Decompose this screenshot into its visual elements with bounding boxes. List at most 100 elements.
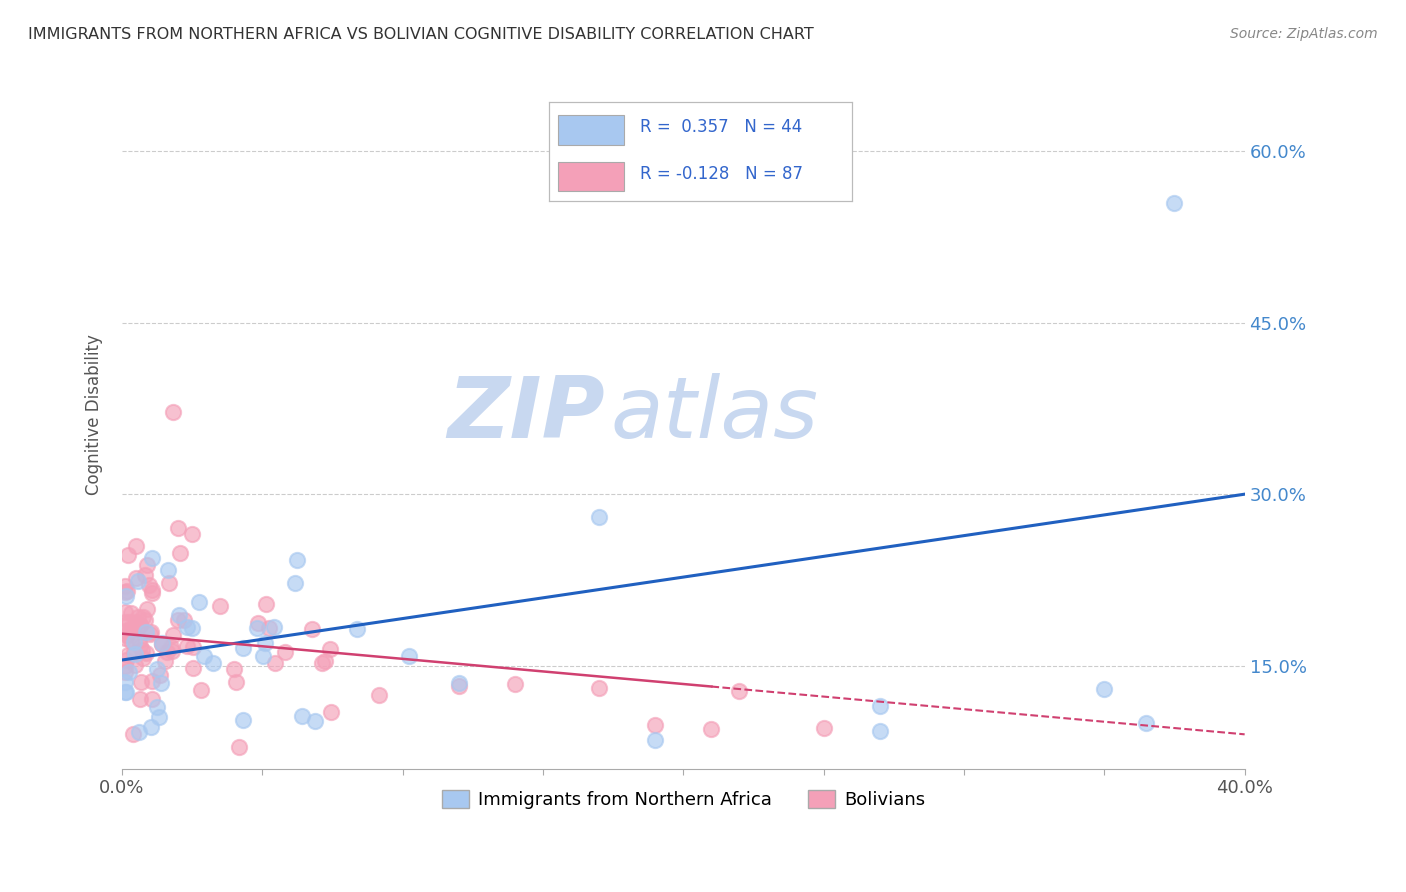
Point [503,676,526,690]
Point [149,668,172,682]
Point [1163,195,1185,210]
Point [128,632,150,647]
Point [283,575,305,590]
Point [114,665,136,679]
Point [222,663,245,677]
Point [169,545,191,559]
Point [118,665,141,680]
Point [319,705,342,719]
Point [122,727,145,741]
Point [232,714,254,728]
Point [128,724,150,739]
Point [114,579,136,593]
Point [263,620,285,634]
Point [254,636,277,650]
Point [124,645,146,659]
Point [588,681,610,695]
Point [167,521,190,535]
Point [254,598,277,612]
Point [132,610,155,624]
Point [114,615,136,629]
Point [225,675,247,690]
Point [141,582,163,597]
Point [124,647,146,661]
Point [122,621,145,635]
Point [146,700,169,714]
Point [115,584,138,599]
Point [700,723,723,737]
Point [447,680,470,694]
Point [120,621,142,635]
Point [728,684,751,698]
Point [257,621,280,635]
Point [114,631,136,645]
Point [160,640,183,655]
Point [287,553,309,567]
Point [141,550,163,565]
Point [141,691,163,706]
Point [202,656,225,670]
Point [139,627,162,641]
Point [181,621,204,635]
Point [146,662,169,676]
Legend: Immigrants from Northern Africa, Bolivians: Immigrants from Northern Africa, Bolivia… [434,782,932,816]
Point [304,714,326,729]
Point [118,615,141,629]
Point [157,575,180,590]
Point [150,636,173,650]
Point [157,563,180,577]
Point [114,658,136,673]
Point [176,620,198,634]
Point [128,617,150,632]
Point [398,649,420,664]
Point [869,723,891,738]
Point [114,685,136,699]
Point [264,656,287,670]
Point [162,628,184,642]
Text: Source: ZipAtlas.com: Source: ZipAtlas.com [1230,27,1378,41]
Point [246,621,269,635]
Point [125,571,148,585]
Point [153,654,176,668]
Point [193,648,215,663]
Point [162,405,184,419]
Point [252,648,274,663]
Point [209,599,232,614]
Text: ZIP: ZIP [447,373,605,456]
Point [122,634,145,648]
Point [124,658,146,673]
Point [120,634,142,648]
Point [114,589,136,603]
Point [346,623,368,637]
Point [125,539,148,553]
Point [138,578,160,592]
Point [311,656,333,670]
Point [173,613,195,627]
Point [131,651,153,665]
Point [291,709,314,723]
Point [129,618,152,632]
Point [813,721,835,735]
Point [152,637,174,651]
Point [127,574,149,588]
Point [117,548,139,562]
Point [115,628,138,642]
Point [869,698,891,713]
Point [183,640,205,654]
Point [160,644,183,658]
Point [120,606,142,620]
Point [273,645,295,659]
Point [141,586,163,600]
Text: IMMIGRANTS FROM NORTHERN AFRICA VS BOLIVIAN COGNITIVE DISABILITY CORRELATION CHA: IMMIGRANTS FROM NORTHERN AFRICA VS BOLIV… [28,27,814,42]
Point [139,624,162,639]
Point [301,623,323,637]
Point [114,585,136,599]
Point [135,624,157,639]
Point [128,691,150,706]
Point [150,637,173,651]
Point [115,684,138,698]
Text: atlas: atlas [610,373,818,456]
Point [141,721,163,735]
Point [114,675,136,690]
Point [156,645,179,659]
